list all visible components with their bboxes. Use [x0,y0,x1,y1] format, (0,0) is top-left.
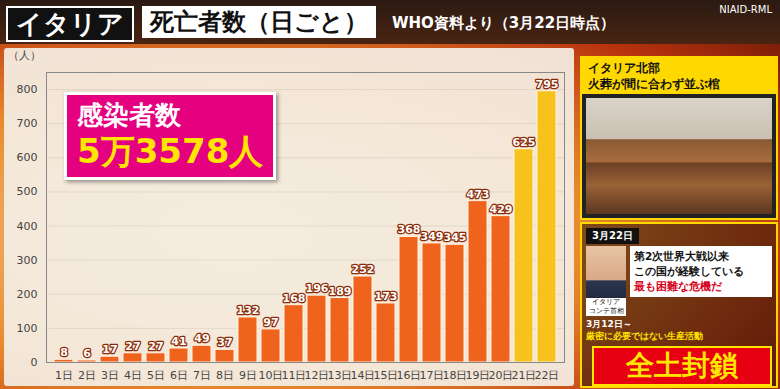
html-text:厳密に必要ではない生産活動: 厳密に必要ではない生産活動 [586,331,703,341]
svg-text:349: 349 [421,230,444,243]
svg-text:12日: 12日 [305,369,330,382]
html-text:全土封鎖: 全土封鎖 [626,349,738,382]
svg-text:429: 429 [490,203,513,216]
html-text:3月12日～: 3月12日～ [586,319,632,329]
svg-text:41: 41 [171,335,186,348]
svg-text:10日: 10日 [259,369,284,382]
svg-text:173: 173 [375,290,398,303]
svg-text:18日: 18日 [443,369,468,382]
svg-text:27: 27 [148,340,163,353]
svg-text:345: 345 [444,231,467,244]
svg-text:300: 300 [17,254,38,267]
svg-text:15日: 15日 [374,369,399,382]
svg-text:132: 132 [237,304,260,317]
svg-text:473: 473 [467,188,490,201]
svg-text:200: 200 [17,288,38,301]
html-text:3月22日: 3月22日 [592,230,633,241]
svg-text:17: 17 [102,343,117,356]
html-text:死亡者数（日ごと）: 死亡者数（日ごと） [150,8,368,36]
svg-text:14日: 14日 [351,369,376,382]
html-text:5万3578人: 5万3578人 [77,131,264,171]
svg-text:16日: 16日 [397,369,422,382]
svg-text:49: 49 [194,332,209,345]
svg-text:2日: 2日 [78,369,96,382]
svg-text:21日: 21日 [512,369,537,382]
svg-text:11日: 11日 [282,369,307,382]
svg-text:1日: 1日 [55,369,73,382]
svg-text:189: 189 [329,285,352,298]
svg-text:500: 500 [17,185,38,198]
svg-text:600: 600 [17,151,38,164]
svg-text:9日: 9日 [239,369,257,382]
svg-text:7日: 7日 [193,369,211,382]
svg-text:6日: 6日 [170,369,188,382]
svg-text:17日: 17日 [420,369,445,382]
svg-text:196: 196 [306,282,329,295]
svg-text:20日: 20日 [489,369,514,382]
svg-text:（人）: （人） [8,49,41,62]
html-text:NIAID-RML: NIAID-RML [719,4,772,15]
svg-text:8: 8 [60,346,68,359]
svg-text:19日: 19日 [466,369,491,382]
html-text:イタリア: イタリア [592,298,620,306]
html-text:最も困難な危機だ: 最も困難な危機だ [634,280,722,292]
svg-text:5日: 5日 [147,369,165,382]
html-text:WHO資料より（3月22日時点）: WHO資料より（3月22日時点） [392,14,616,32]
svg-text:368: 368 [398,223,421,236]
html-text:イタリア: イタリア [16,9,124,39]
svg-text:795: 795 [536,78,559,91]
svg-text:6: 6 [83,347,91,360]
html-text:イタリア北部: イタリア北部 [588,61,660,75]
svg-text:252: 252 [352,263,375,276]
html-text:コンテ首相: コンテ首相 [588,307,624,315]
svg-text:22日: 22日 [535,369,560,382]
svg-text:800: 800 [17,83,38,96]
html-text:第2次世界大戦以来: 第2次世界大戦以来 [634,250,730,262]
svg-text:97: 97 [263,316,278,329]
svg-text:4日: 4日 [124,369,142,382]
svg-text:400: 400 [17,220,38,233]
svg-text:27: 27 [125,340,140,353]
svg-text:100: 100 [17,322,38,335]
svg-text:8日: 8日 [216,369,234,382]
svg-text:37: 37 [217,336,232,349]
svg-text:0: 0 [31,356,38,369]
svg-text:3日: 3日 [101,369,119,382]
html-text:この国が経験している: この国が経験している [634,265,744,277]
html-text:感染者数: 感染者数 [77,100,181,130]
svg-text:13日: 13日 [328,369,353,382]
svg-text:700: 700 [17,117,38,130]
html-text:火葬が間に合わず並ぶ棺: 火葬が間に合わず並ぶ棺 [588,77,720,91]
svg-text:625: 625 [513,136,536,149]
svg-text:168: 168 [283,292,306,305]
